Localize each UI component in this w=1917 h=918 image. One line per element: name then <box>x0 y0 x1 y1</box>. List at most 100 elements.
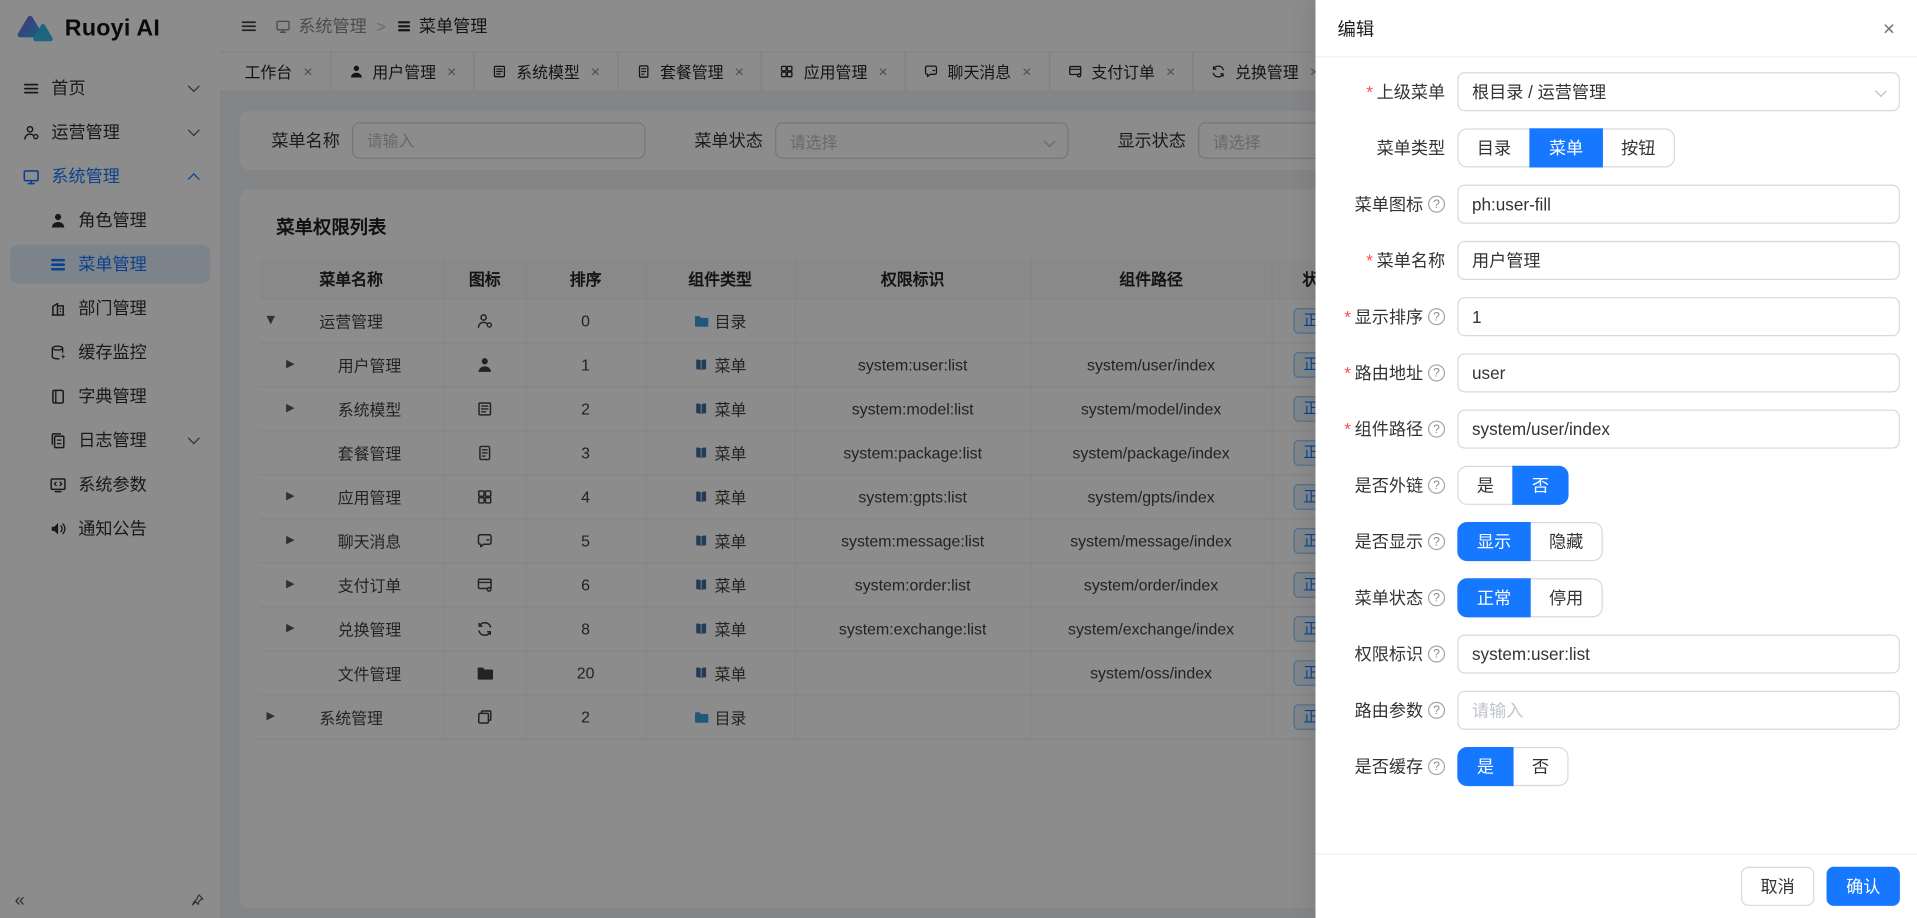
hamburger-icon[interactable] <box>240 17 258 35</box>
expand-row-icon[interactable]: ▶ <box>286 489 295 502</box>
close-icon[interactable]: × <box>734 62 744 81</box>
sidebar-item-departments[interactable]: 部门管理 <box>10 289 211 328</box>
field-label: 路由地址 <box>1354 363 1424 383</box>
book-type-icon <box>696 622 707 634</box>
col-header: 菜单名称 <box>259 259 445 299</box>
table-row[interactable]: ▶ 兑换管理 8 菜单 system:exchange:list system/e… <box>259 606 1365 652</box>
close-icon[interactable]: × <box>878 62 888 81</box>
component-path-input[interactable] <box>1457 409 1900 449</box>
col-header: 组件路径 <box>1030 259 1273 299</box>
brand-logo-icon <box>17 15 53 42</box>
collapse-row-icon[interactable]: ▼ <box>266 313 275 326</box>
menu-type-option-button[interactable]: 按钮 <box>1601 128 1675 168</box>
drawer-title: 编辑 <box>1337 18 1375 40</box>
breadcrumb: 系统管理 > 菜单管理 <box>275 13 487 37</box>
visible-hide-option[interactable]: 隐藏 <box>1529 522 1603 562</box>
sidebar-item-label: 首页 <box>51 78 86 98</box>
sidebar-item-system[interactable]: 系统管理 <box>10 156 211 195</box>
user-icon <box>51 213 65 227</box>
expand-row-icon[interactable]: ▶ <box>286 401 295 414</box>
menu-status-select[interactable]: 请选择 <box>775 122 1069 159</box>
cancel-button[interactable]: 取消 <box>1740 866 1815 906</box>
sidebar-item-dict[interactable]: 字典管理 <box>10 377 211 416</box>
help-icon: ? <box>1427 195 1446 213</box>
required-mark: * <box>1366 250 1373 271</box>
close-icon[interactable]: × <box>447 62 457 81</box>
required-mark: * <box>1344 363 1351 383</box>
book-type-icon <box>696 358 707 370</box>
tab-users[interactable]: 用户管理 × <box>331 52 475 91</box>
expand-row-icon[interactable]: ▶ <box>286 357 295 370</box>
route-path-input[interactable] <box>1457 353 1900 393</box>
model-icon <box>478 402 492 416</box>
expand-row-icon[interactable]: ▶ <box>286 621 295 634</box>
close-icon[interactable]: × <box>1309 62 1320 81</box>
required-mark: * <box>1366 81 1373 102</box>
tab-apps[interactable]: 应用管理 × <box>762 52 906 91</box>
close-icon[interactable]: × <box>303 62 313 81</box>
menu-type-option-dir[interactable]: 目录 <box>1457 128 1531 168</box>
documents-icon <box>51 432 65 448</box>
cache-yes-option[interactable]: 是 <box>1457 746 1514 787</box>
expand-row-icon[interactable]: ▶ <box>286 577 295 590</box>
collapse-sidebar-button[interactable]: « <box>14 889 25 911</box>
sidebar-item-operations[interactable]: 运营管理 <box>10 112 211 151</box>
table-row[interactable]: ▼运营管理 0 目录 正常 <box>259 298 1365 343</box>
display-order-input[interactable] <box>1457 297 1900 337</box>
status-normal-option[interactable]: 正常 <box>1457 578 1531 618</box>
table-header-row: 菜单名称 图标 排序 组件类型 权限标识 组件路径 状态 <box>259 259 1365 299</box>
close-icon[interactable]: × <box>1022 62 1032 81</box>
chevron-down-icon <box>1874 85 1887 98</box>
expand-row-icon[interactable]: ▶ <box>266 709 275 722</box>
breadcrumb-item[interactable]: 系统管理 <box>275 13 367 37</box>
tab-packages[interactable]: 套餐管理 × <box>618 52 763 91</box>
parent-menu-select[interactable]: 根目录 / 运营管理 <box>1457 72 1900 112</box>
tab-workbench[interactable]: 工作台 × <box>227 52 331 91</box>
table-row[interactable]: ▶系统管理 2 目录 正常 <box>259 694 1365 740</box>
sidebar-item-notices[interactable]: 通知公告 <box>10 509 211 548</box>
col-header: 权限标识 <box>794 259 1032 299</box>
menu-type-option-menu[interactable]: 菜单 <box>1529 128 1603 168</box>
menu-icon-input[interactable] <box>1457 184 1900 224</box>
package-icon <box>638 65 649 78</box>
sidebar-item-params[interactable]: 系统参数 <box>10 465 211 504</box>
permission-flag-input[interactable] <box>1457 634 1900 674</box>
home-icon <box>24 83 39 93</box>
col-header: 图标 <box>443 259 527 299</box>
visible-show-option[interactable]: 显示 <box>1457 522 1531 562</box>
menu-list-icon <box>397 20 410 31</box>
field-label: 组件路径 <box>1354 419 1424 439</box>
close-icon[interactable]: × <box>590 62 601 81</box>
pin-icon[interactable] <box>189 892 205 908</box>
sidebar-item-roles[interactable]: 角色管理 <box>10 201 211 240</box>
sidebar: Ruoyi AI 首页 运营管理 系统管理 <box>0 0 221 918</box>
external-yes-option[interactable]: 是 <box>1457 465 1514 505</box>
order-icon <box>477 578 492 592</box>
table-row[interactable]: ▶ 系统模型 2 菜单 system:model:list system/mode… <box>259 386 1365 431</box>
help-icon: ? <box>1427 645 1446 663</box>
sidebar-item-cache[interactable]: 缓存监控 <box>10 333 211 372</box>
sidebar-item-home[interactable]: 首页 <box>10 68 211 107</box>
external-no-option[interactable]: 否 <box>1512 465 1569 505</box>
operations-icon <box>24 125 39 140</box>
book-type-icon <box>696 534 707 546</box>
close-icon[interactable]: × <box>1165 62 1176 81</box>
expand-row-icon[interactable]: ▶ <box>286 533 295 546</box>
menu-name-input[interactable] <box>352 122 646 159</box>
field-label: 是否显示 <box>1354 531 1424 552</box>
tab-messages[interactable]: 聊天消息 × <box>906 52 1050 91</box>
sidebar-item-logs[interactable]: 日志管理 <box>10 421 211 460</box>
field-label: 菜单图标 <box>1354 194 1424 214</box>
sidebar-item-menus[interactable]: 菜单管理 <box>9 244 211 284</box>
cache-no-option[interactable]: 否 <box>1512 746 1569 787</box>
status-disabled-option[interactable]: 停用 <box>1529 578 1603 618</box>
tab-models[interactable]: 系统模型 × <box>475 52 619 91</box>
close-icon[interactable]: × <box>1882 16 1895 40</box>
tab-orders[interactable]: 支付订单 × <box>1050 52 1194 91</box>
route-params-input[interactable] <box>1457 690 1900 730</box>
confirm-button[interactable]: 确认 <box>1826 866 1900 906</box>
package-icon <box>479 445 491 461</box>
menu-name-input[interactable] <box>1457 240 1900 280</box>
table-row[interactable]: 文件管理 20 菜单 system/oss/index 正常 <box>259 650 1365 696</box>
